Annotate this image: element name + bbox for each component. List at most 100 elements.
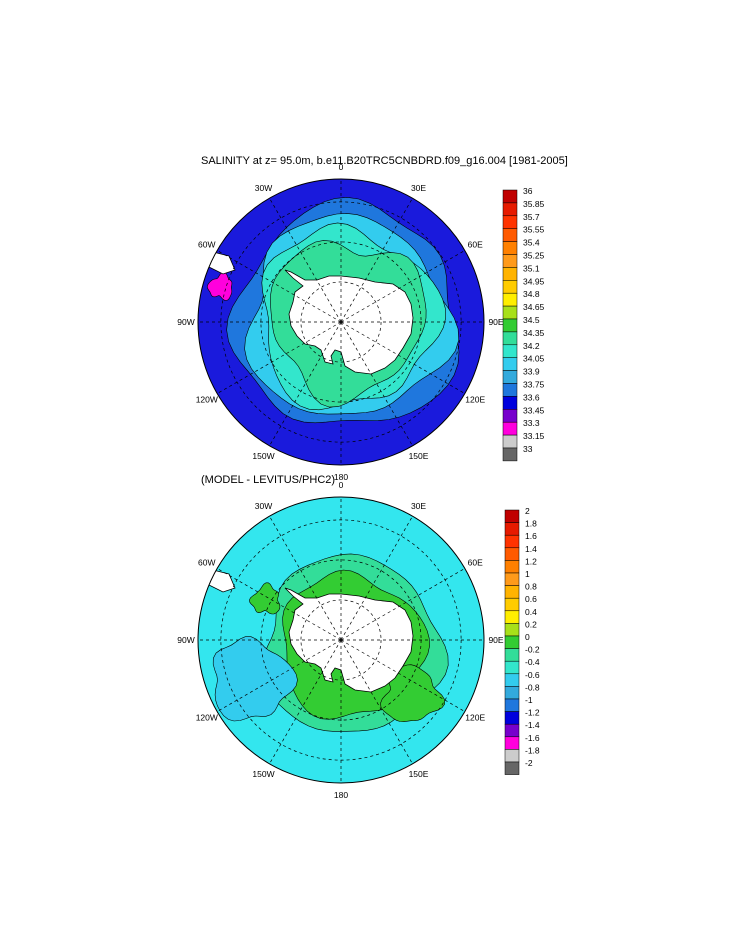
- colorbar-swatch: [502, 228, 518, 242]
- colorbar-swatch: [502, 331, 518, 346]
- longitude-label: 90E: [488, 635, 503, 645]
- longitude-label: 120E: [465, 713, 485, 723]
- colorbar-swatch: [504, 686, 520, 700]
- colorbar-swatch: [502, 421, 518, 436]
- colorbar-label: 33: [523, 444, 533, 454]
- map-panel-1: 0 30E 60E 90E 120E 150E 180 150W 120W 90W 60W 30W 36…: [177, 162, 544, 482]
- colorbar-label: 2: [525, 506, 530, 516]
- colorbar-label: 33.15: [523, 431, 545, 441]
- colorbar-label: -1.4: [525, 720, 540, 730]
- colorbar-swatch: [504, 560, 520, 574]
- longitude-label: 90E: [488, 317, 503, 327]
- colorbar-label: 1.8: [525, 519, 537, 529]
- colorbar-label: 34.5: [523, 315, 540, 325]
- colorbar-label: 33.3: [523, 418, 540, 428]
- colorbar-label: 1.2: [525, 556, 537, 566]
- longitude-label: 180: [334, 472, 348, 482]
- colorbar-label: -0.6: [525, 670, 540, 680]
- latitude-circle: [300, 599, 382, 681]
- colorbar-label: 35.55: [523, 225, 545, 235]
- longitude-label: 120W: [196, 713, 218, 723]
- colorbar-label: 0.8: [525, 582, 537, 592]
- colorbar-swatch: [502, 292, 518, 307]
- longitude-label: 90W: [177, 317, 194, 327]
- colorbar-swatch: [502, 434, 518, 449]
- colorbar-label: 35.7: [523, 212, 540, 222]
- longitude-label: 150W: [252, 451, 274, 461]
- colorbar-swatch: [504, 534, 520, 549]
- colorbar-swatch: [504, 648, 520, 662]
- map-border: [197, 178, 485, 466]
- colorbar: 2 1.8 1.6 1.4 1.2 1 0.8 0.6 0.4 0.2 0 -0.2 -0.4 -0.6 -…: [504, 506, 540, 775]
- latitude-circle: [300, 281, 382, 363]
- colorbar-swatch: [504, 509, 520, 523]
- longitude-label: 30W: [255, 501, 272, 511]
- colorbar-swatch: [504, 711, 520, 725]
- colorbar-swatch: [502, 357, 518, 371]
- colorbar-label: 33.9: [523, 367, 540, 377]
- longitude-label: 180: [334, 790, 348, 800]
- colorbar-swatch: [502, 370, 518, 384]
- colorbar-swatch: [502, 189, 518, 204]
- colorbar-swatch: [504, 660, 520, 675]
- colorbar-swatch: [502, 305, 518, 320]
- colorbar-swatch: [504, 761, 520, 775]
- longitude-label: 60E: [468, 558, 483, 568]
- colorbar-label: 34.8: [523, 289, 540, 299]
- colorbar-label: -1.2: [525, 708, 540, 718]
- colorbar-label: -2: [525, 758, 533, 768]
- colorbar-label: 0.6: [525, 594, 537, 604]
- colorbar-label: -1.6: [525, 733, 540, 743]
- colorbar-swatch: [502, 396, 518, 410]
- colorbar-label: -0.2: [525, 645, 540, 655]
- map-border: [197, 496, 485, 784]
- colorbar-swatch: [504, 698, 520, 712]
- colorbar-label: 35.4: [523, 238, 540, 248]
- colorbar-label: 35.1: [523, 263, 540, 273]
- longitude-label: 150E: [409, 451, 429, 461]
- longitude-label: 30E: [411, 183, 426, 193]
- colorbar-swatch: [502, 318, 518, 333]
- colorbar-label: 0: [525, 632, 530, 642]
- colorbar-label: 34.95: [523, 276, 545, 286]
- colorbar-swatch: [504, 723, 520, 738]
- colorbar-label: 33.6: [523, 392, 540, 402]
- colorbar-swatch: [502, 215, 518, 229]
- colorbar-swatch: [502, 409, 518, 423]
- contour-band: [206, 271, 233, 301]
- longitude-label: 120W: [196, 395, 218, 405]
- colorbar-swatch: [504, 749, 520, 763]
- colorbar-label: -1.8: [525, 745, 540, 755]
- colorbar: 36 35.85 35.7 35.55 35.4 35.25 35.1 34.95 34.8 34…: [502, 186, 545, 462]
- colorbar-label: 33.45: [523, 405, 545, 415]
- longitude-label: 30E: [411, 501, 426, 511]
- longitude-label: 150W: [252, 769, 274, 779]
- colorbar-label: -0.8: [525, 682, 540, 692]
- colorbar-swatch: [502, 202, 518, 217]
- longitude-label: 60W: [198, 240, 215, 250]
- colorbar-swatch: [502, 280, 518, 294]
- colorbar-label: 35.85: [523, 199, 545, 209]
- colorbar-label: 34.65: [523, 302, 545, 312]
- colorbar-swatch: [504, 547, 520, 561]
- colorbar-label: 1: [525, 569, 530, 579]
- colorbar-label: -0.4: [525, 657, 540, 667]
- colorbar-label: 0.2: [525, 619, 537, 629]
- colorbar-label: 33.75: [523, 380, 545, 390]
- panel-2-title: (MODEL - LEVITUS/PHC2): [201, 474, 336, 486]
- colorbar-label: 35.25: [523, 251, 545, 261]
- colorbar-swatch: [504, 610, 520, 624]
- anomaly-patch: [212, 636, 298, 722]
- colorbar-label: 0.4: [525, 607, 537, 617]
- anomaly-patch: [249, 582, 281, 615]
- longitude-label: 30W: [255, 183, 272, 193]
- colorbar-swatch: [502, 447, 518, 462]
- graticule: [198, 179, 484, 465]
- colorbar-label: -1: [525, 695, 533, 705]
- colorbar-swatch: [504, 585, 520, 599]
- colorbar-label: 36: [523, 186, 533, 196]
- colorbar-label: 34.05: [523, 354, 545, 364]
- colorbar-swatch: [502, 267, 518, 281]
- salinity-field: [198, 179, 484, 465]
